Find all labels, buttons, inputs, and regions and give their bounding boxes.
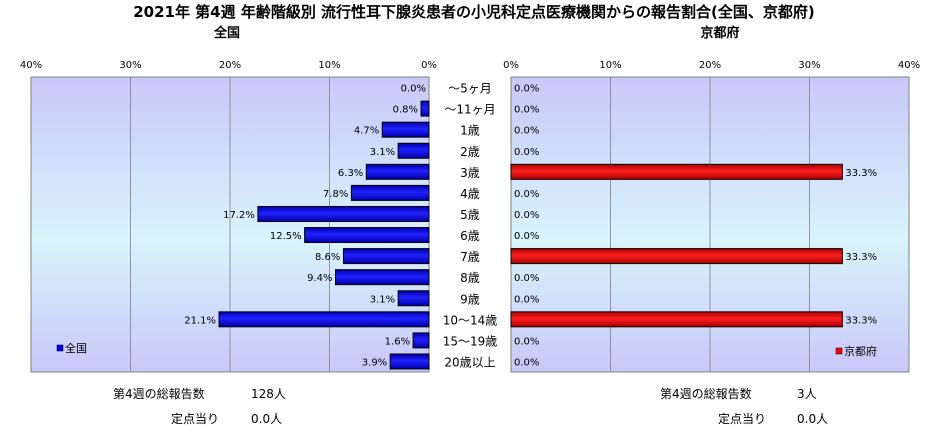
bar-left	[304, 227, 430, 244]
bar-left	[397, 290, 430, 307]
data-label-left: 3.1%	[370, 294, 395, 305]
tick-label-right: 30%	[798, 60, 820, 71]
bar-left	[350, 184, 430, 201]
footer-right-per-value: 0.0人	[797, 412, 828, 426]
data-label-right: 0.0%	[514, 147, 539, 158]
data-label-left: 7.8%	[323, 189, 348, 200]
tick-label-right: 0%	[503, 60, 519, 71]
category-label: ～11ヶ月	[444, 103, 495, 117]
data-label-left: 0.8%	[393, 105, 418, 116]
bar-left	[257, 205, 430, 222]
category-label: 1歳	[460, 124, 480, 138]
data-label-left: 6.3%	[338, 168, 363, 179]
legend-label-left: 全国	[65, 341, 87, 355]
footer-right-per-label: 定点当り	[718, 411, 766, 426]
data-label-right: 0.0%	[514, 105, 539, 116]
category-label: 4歳	[460, 187, 480, 201]
footer-left-total-value: 128人	[251, 387, 286, 401]
data-label-right: 0.0%	[514, 126, 539, 137]
data-label-right: 33.3%	[845, 168, 877, 179]
tick-label-left: 30%	[119, 60, 141, 71]
footer-right-total-label: 第4週の総報告数	[660, 386, 752, 401]
data-label-left: 3.1%	[370, 147, 395, 158]
data-label-left: 21.1%	[184, 315, 216, 326]
bar-left	[389, 353, 430, 370]
bar-right	[510, 311, 843, 328]
data-label-left: 0.0%	[401, 84, 426, 95]
legend-swatch-left	[56, 344, 64, 352]
panel-right-subtitle: 京都府	[700, 25, 739, 41]
data-label-right: 0.0%	[514, 189, 539, 200]
category-label: 8歳	[460, 271, 480, 285]
bar-left	[397, 142, 430, 159]
tick-label-left: 10%	[318, 60, 340, 71]
bar-left	[218, 311, 430, 328]
data-label-right: 0.0%	[514, 210, 539, 221]
data-label-right: 0.0%	[514, 84, 539, 95]
bar-left	[381, 121, 430, 138]
category-label: 6歳	[460, 229, 480, 243]
footer-left-total-label: 第4週の総報告数	[113, 386, 205, 401]
data-label-right: 0.0%	[514, 273, 539, 284]
category-label: 15～19歳	[443, 334, 498, 348]
data-label-left: 8.6%	[315, 252, 340, 263]
legend-label-right: 京都府	[844, 344, 877, 358]
category-label: 7歳	[460, 250, 480, 264]
data-label-left: 3.9%	[362, 357, 387, 368]
category-label: 10～14歳	[443, 313, 498, 327]
data-label-right: 0.0%	[514, 357, 539, 368]
category-label: 20歳以上	[444, 355, 495, 369]
tick-label-left: 40%	[20, 60, 42, 71]
footer-right-total-value: 3人	[797, 387, 817, 401]
tick-label-right: 10%	[599, 60, 621, 71]
bar-right	[510, 163, 843, 180]
bar-left	[420, 100, 430, 117]
data-label-left: 1.6%	[385, 336, 410, 347]
category-label: 3歳	[460, 166, 480, 180]
data-label-left: 4.7%	[354, 126, 379, 137]
tick-label-left: 0%	[421, 60, 437, 71]
panel-left-subtitle: 全国	[213, 25, 240, 41]
tick-label-right: 20%	[699, 60, 721, 71]
tick-label-left: 20%	[219, 60, 241, 71]
data-label-right: 0.0%	[514, 294, 539, 305]
bar-left	[365, 163, 430, 180]
footer-left-per-value: 0.0人	[251, 412, 282, 426]
data-label-left: 12.5%	[270, 231, 302, 242]
bar-left	[342, 248, 430, 265]
category-label: 5歳	[460, 208, 480, 222]
data-label-left: 9.4%	[307, 273, 332, 284]
data-label-right: 33.3%	[845, 252, 877, 263]
category-label: 9歳	[460, 292, 480, 306]
data-label-right: 0.0%	[514, 336, 539, 347]
tick-label-right: 40%	[898, 60, 920, 71]
bar-right	[510, 248, 843, 265]
chart-title: 2021年 第4週 年齢階級別 流行性耳下腺炎患者の小児科定点医療機関からの報告…	[133, 3, 815, 21]
data-label-left: 17.2%	[223, 210, 255, 221]
data-label-right: 0.0%	[514, 231, 539, 242]
category-label: 2歳	[460, 145, 480, 159]
legend-swatch-right	[835, 347, 843, 355]
category-label: ～5ヶ月	[448, 82, 492, 96]
bar-left	[412, 332, 430, 349]
bar-left	[334, 269, 430, 286]
footer-left-per-label: 定点当り	[171, 411, 219, 426]
data-label-right: 33.3%	[845, 315, 877, 326]
